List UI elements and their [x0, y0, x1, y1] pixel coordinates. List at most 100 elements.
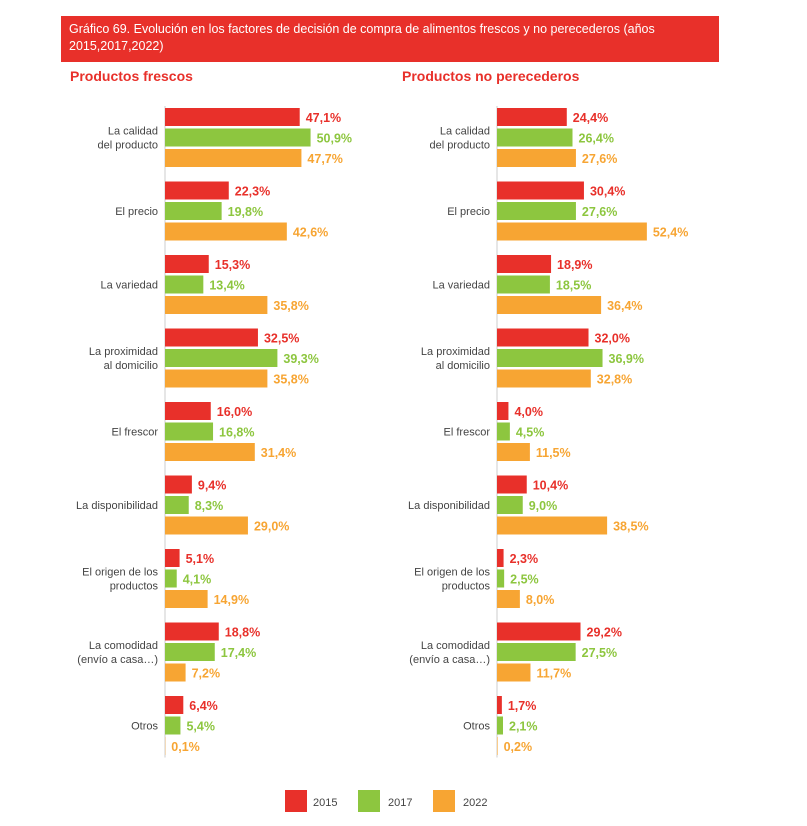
bar-no-perecederos-2017	[497, 128, 573, 147]
data-label-no-perecederos-2017: 2,5%	[510, 573, 539, 587]
data-label-no-perecederos-2015: 18,9%	[557, 258, 592, 272]
panel-title-frescos: Productos frescos	[70, 68, 193, 84]
category-label-no-perecederos: Otros	[463, 721, 490, 733]
bar-frescos-2017	[165, 202, 222, 220]
bar-no-perecederos-2015	[497, 622, 581, 641]
chart-title: Gráfico 69. Evolución en los factores de…	[61, 16, 719, 62]
category-label-no-perecederos: La variedad	[433, 280, 491, 292]
bar-no-perecederos-2017	[497, 202, 576, 220]
data-label-frescos-2015: 47,1%	[306, 111, 341, 125]
data-label-frescos-2017: 4,1%	[183, 573, 212, 587]
bar-frescos-2022	[165, 516, 248, 535]
data-label-frescos-2022: 47,7%	[307, 152, 342, 166]
category-label-no-perecederos: La disponibilidad	[408, 500, 490, 512]
data-label-no-perecederos-2022: 0,2%	[504, 740, 533, 754]
data-label-frescos-2022: 29,0%	[254, 520, 289, 534]
category-label-frescos: El precio	[115, 206, 158, 218]
category-label-no-perecederos: La calidad del producto	[429, 126, 490, 152]
data-label-no-perecederos-2017: 4,5%	[516, 426, 545, 440]
bar-no-perecederos-2022	[497, 443, 530, 461]
bar-frescos-2017	[165, 128, 311, 147]
legend-swatch-2022	[433, 790, 455, 812]
data-label-frescos-2017: 16,8%	[219, 426, 254, 440]
data-label-no-perecederos-2022: 38,5%	[613, 520, 648, 534]
bar-no-perecederos-2017	[497, 275, 550, 294]
data-label-frescos-2022: 42,6%	[293, 226, 328, 240]
bar-no-perecederos-2015	[497, 549, 504, 567]
category-label-frescos: La disponibilidad	[76, 500, 158, 512]
data-label-no-perecederos-2017: 18,5%	[556, 279, 591, 293]
data-label-frescos-2022: 35,8%	[273, 373, 308, 387]
data-label-frescos-2015: 5,1%	[186, 552, 215, 566]
bar-frescos-2022	[165, 296, 268, 314]
category-label-no-perecederos: La comodidad (envío a casa…)	[409, 640, 490, 666]
data-label-frescos-2017: 50,9%	[317, 132, 352, 146]
data-label-no-perecederos-2017: 36,9%	[609, 352, 644, 366]
data-label-no-perecederos-2015: 10,4%	[533, 479, 568, 493]
legend-label-2015: 2015	[313, 797, 338, 809]
bar-frescos-2015	[165, 402, 211, 420]
bar-frescos-2022	[165, 149, 302, 167]
data-label-frescos-2017: 5,4%	[186, 720, 215, 734]
bar-no-perecederos-2015	[497, 475, 527, 494]
data-label-frescos-2022: 7,2%	[192, 667, 221, 681]
bar-frescos-2022	[165, 369, 268, 388]
data-label-frescos-2022: 0,1%	[171, 740, 200, 754]
bar-frescos-2022	[165, 222, 287, 241]
data-label-frescos-2022: 31,4%	[261, 446, 296, 460]
bar-frescos-2015	[165, 181, 229, 200]
data-label-no-perecederos-2017: 26,4%	[579, 132, 614, 146]
data-label-frescos-2022: 14,9%	[214, 593, 249, 607]
data-label-no-perecederos-2015: 4,0%	[514, 405, 543, 419]
category-label-frescos: Otros	[131, 721, 158, 733]
legend-label-2017: 2017	[388, 797, 413, 809]
bar-frescos-2017	[165, 643, 215, 661]
data-label-frescos-2022: 35,8%	[273, 299, 308, 313]
data-label-frescos-2015: 18,8%	[225, 626, 260, 640]
category-label-frescos: El frescor	[112, 427, 159, 439]
bar-no-perecederos-2022	[497, 369, 591, 388]
bar-no-perecederos-2015	[497, 696, 502, 714]
data-label-no-perecederos-2022: 52,4%	[653, 226, 688, 240]
legend-label-2022: 2022	[463, 797, 488, 809]
bar-no-perecederos-2022	[497, 516, 608, 535]
bar-frescos-2017	[165, 496, 189, 514]
bar-no-perecederos-2017	[497, 569, 505, 588]
bar-no-perecederos-2017	[497, 422, 510, 441]
data-label-frescos-2017: 19,8%	[228, 205, 263, 219]
data-label-no-perecederos-2015: 30,4%	[590, 185, 625, 199]
category-label-no-perecederos: El frescor	[444, 427, 491, 439]
legend: 2015 2017 2022	[0, 790, 807, 820]
data-label-no-perecederos-2022: 27,6%	[582, 152, 617, 166]
data-label-frescos-2017: 17,4%	[221, 646, 256, 660]
bar-no-perecederos-2017	[497, 716, 504, 735]
bar-frescos-2015	[165, 255, 209, 273]
data-label-no-perecederos-2017: 27,6%	[582, 205, 617, 219]
bar-no-perecederos-2017	[497, 496, 523, 514]
data-label-frescos-2015: 16,0%	[217, 405, 252, 419]
category-label-frescos: La comodidad (envío a casa…)	[77, 640, 158, 666]
legend-swatch-2017	[358, 790, 380, 812]
bar-frescos-2017	[165, 275, 204, 294]
bar-no-perecederos-2015	[497, 255, 552, 273]
bar-no-perecederos-2015	[497, 181, 584, 200]
legend-swatch-2015	[285, 790, 307, 812]
bar-frescos-2022	[165, 590, 208, 608]
data-label-frescos-2017: 13,4%	[209, 279, 244, 293]
bar-no-perecederos-2022	[497, 590, 520, 608]
data-label-no-perecederos-2022: 11,7%	[536, 667, 571, 681]
category-label-frescos: La variedad	[101, 280, 159, 292]
data-label-frescos-2015: 22,3%	[235, 185, 270, 199]
data-label-no-perecederos-2017: 9,0%	[529, 499, 558, 513]
bar-frescos-2015	[165, 108, 300, 126]
data-label-no-perecederos-2022: 32,8%	[597, 373, 632, 387]
data-label-no-perecederos-2022: 8,0%	[526, 593, 555, 607]
bar-frescos-2015	[165, 622, 219, 641]
data-label-no-perecederos-2022: 36,4%	[607, 299, 642, 313]
bar-frescos-2017	[165, 422, 214, 441]
panel-title-no-perecederos: Productos no perecederos	[402, 68, 580, 84]
data-label-no-perecederos-2015: 1,7%	[508, 699, 537, 713]
bar-frescos-2017	[165, 569, 177, 588]
data-label-no-perecederos-2017: 2,1%	[509, 720, 537, 734]
bar-no-perecederos-2017	[497, 643, 576, 661]
